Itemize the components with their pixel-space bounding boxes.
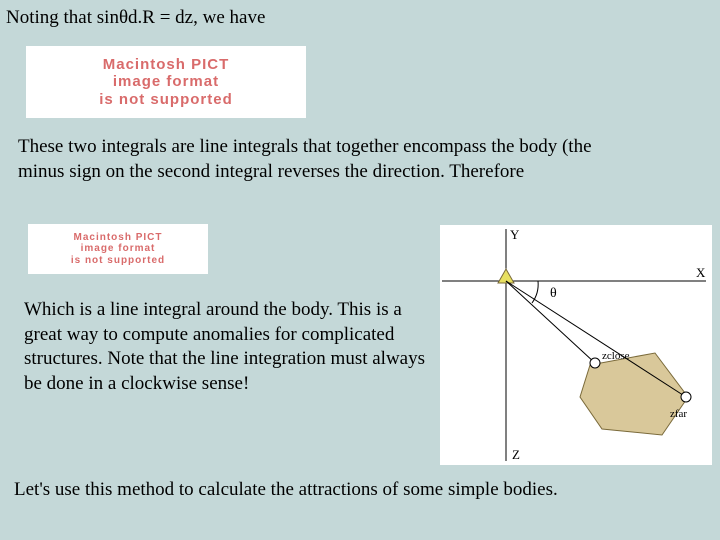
pict1-line2: image format: [99, 73, 233, 90]
y-label: Y: [510, 227, 520, 242]
pict2-line2: image format: [71, 243, 165, 255]
zclose-label: zclose: [602, 350, 630, 362]
diagram-svg: θ Y X Z zclose zfar: [440, 225, 712, 465]
pict2-line1: Macintosh PICT: [71, 232, 165, 244]
pict-text-1: Macintosh PICT image format is not suppo…: [99, 56, 233, 108]
pict-placeholder-1: Macintosh PICT image format is not suppo…: [26, 46, 306, 118]
theta-label: θ: [550, 286, 557, 301]
paragraph-1: These two integrals are line integrals t…: [18, 135, 620, 184]
zfar-marker: [681, 392, 691, 402]
z-label: Z: [512, 447, 520, 462]
paragraph-3: Let's use this method to calculate the a…: [14, 478, 704, 503]
pict2-line3: is not supported: [71, 255, 165, 267]
paragraph-2: Which is a line integral around the body…: [24, 298, 434, 397]
pict-text-2: Macintosh PICT image format is not suppo…: [71, 232, 165, 267]
pict1-line1: Macintosh PICT: [99, 56, 233, 73]
pict-placeholder-2: Macintosh PICT image format is not suppo…: [28, 224, 208, 274]
zfar-label: zfar: [670, 408, 687, 420]
intro-line: Noting that sinθd.R = dz, we have: [6, 6, 706, 31]
x-label: X: [696, 265, 706, 280]
geometry-diagram: θ Y X Z zclose zfar: [440, 225, 712, 465]
zclose-marker: [590, 358, 600, 368]
pict1-line3: is not supported: [99, 91, 233, 108]
origin-triangle-icon: [498, 269, 514, 283]
